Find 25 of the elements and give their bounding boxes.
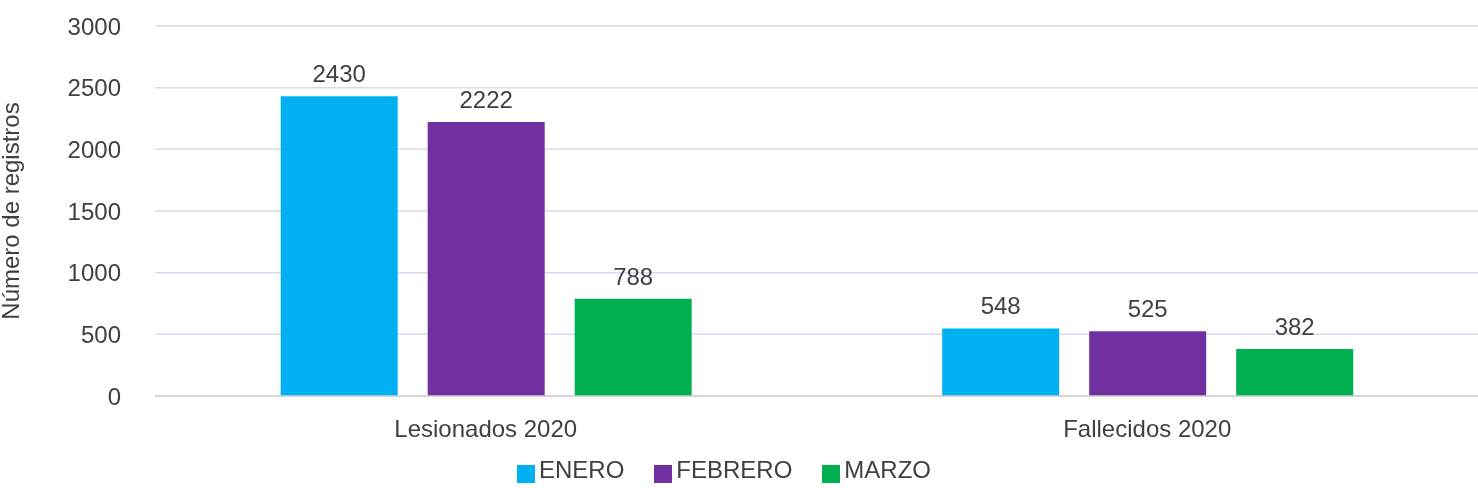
y-axis-title: Número de registros: [0, 102, 24, 320]
legend-label: ENERO: [538, 456, 625, 483]
bar: [942, 328, 1060, 396]
y-tick-label: 1500: [67, 197, 121, 225]
y-tick-label: 2500: [67, 74, 121, 102]
data-label: 788: [613, 262, 654, 290]
bar: [1236, 348, 1354, 396]
data-label: 548: [980, 292, 1021, 320]
y-tick-label: 2000: [67, 135, 121, 163]
y-tick-label: 500: [80, 320, 121, 348]
x-tick-label: Fallecidos 2020: [1063, 415, 1232, 443]
bar: [1089, 331, 1207, 396]
data-label: 2430: [312, 60, 366, 88]
bar: [427, 121, 545, 396]
y-tick-label: 1000: [67, 259, 121, 287]
data-label: 2222: [459, 85, 513, 113]
y-tick-label: 0: [107, 382, 121, 410]
bar: [280, 96, 398, 396]
legend-label: MARZO: [844, 456, 932, 483]
data-label: 382: [1274, 312, 1315, 340]
data-label: 525: [1127, 295, 1168, 323]
y-tick-label: 3000: [67, 12, 121, 40]
bar: [574, 298, 692, 396]
legend-label: FEBRERO: [676, 456, 793, 483]
x-tick-label: Lesionados 2020: [394, 415, 578, 443]
